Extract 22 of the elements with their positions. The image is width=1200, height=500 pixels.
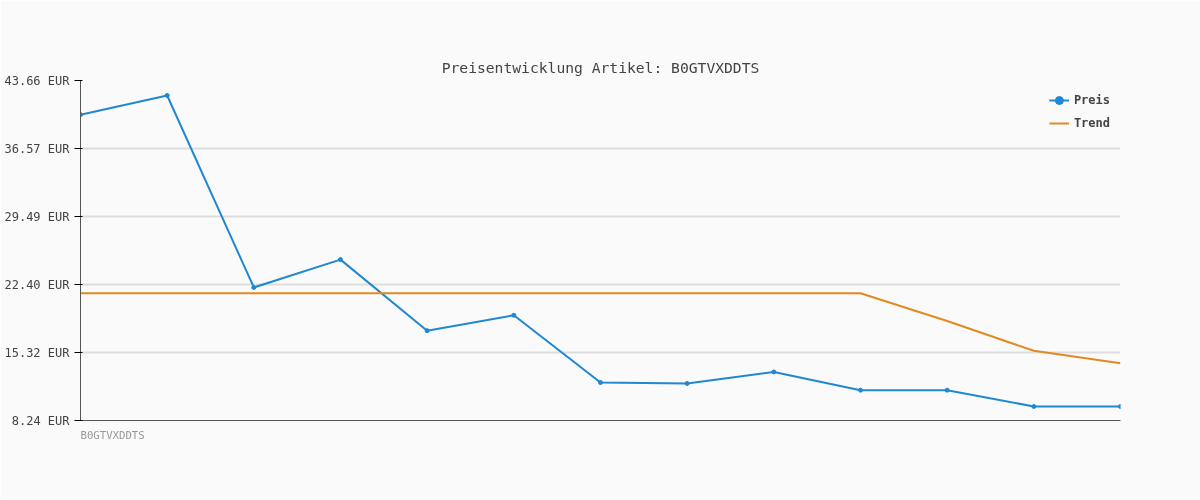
point: [858, 387, 863, 393]
point: [338, 257, 343, 263]
y-tick-label: 36.57 EUR: [4, 141, 71, 156]
line-series: [80, 292, 1121, 365]
legend-label: Trend: [1073, 116, 1110, 130]
point: [1031, 403, 1037, 409]
point: [424, 328, 430, 334]
y-tick-label: 15.32 EUR: [4, 345, 71, 360]
y-tick-label: 8.24 EUR: [11, 413, 71, 428]
point: [511, 312, 517, 318]
y-tick-label: 22.40 EUR: [4, 277, 71, 292]
point: [164, 92, 170, 98]
point: [771, 369, 777, 375]
point: [944, 387, 950, 393]
text: B0GTVXDDTS: [80, 428, 145, 442]
point: [598, 379, 603, 385]
point: [684, 380, 690, 386]
legend-label: Preis: [1073, 93, 1110, 107]
y-tick-label: 29.49 EUR: [4, 209, 71, 224]
chart-title: Preisentwicklung Artikel: B0GTVXDDTS: [441, 58, 760, 76]
y-tick-label: 43.66 EUR: [4, 73, 71, 88]
point: [251, 284, 257, 290]
